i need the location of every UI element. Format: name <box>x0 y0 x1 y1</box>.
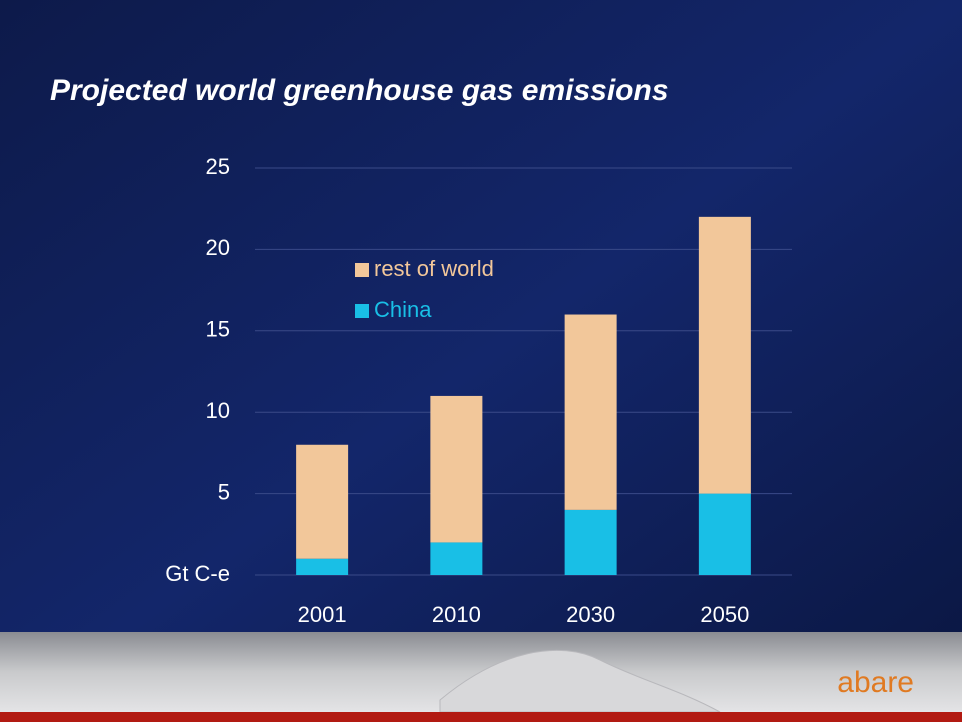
footer-ornament <box>439 649 721 713</box>
legend-label: China <box>374 297 432 322</box>
bar-segment <box>430 395 483 543</box>
legend-swatch <box>355 263 369 277</box>
y-tick-label: 10 <box>206 398 230 423</box>
y-tick-label: Gt C-e <box>165 561 230 586</box>
bar-segment <box>296 444 349 559</box>
bar-segment <box>698 216 751 494</box>
bar-segment <box>698 493 751 575</box>
bar-segment <box>430 542 483 575</box>
x-tick-label: 2050 <box>700 602 749 627</box>
legend-swatch <box>355 304 369 318</box>
x-tick-label: 2010 <box>432 602 481 627</box>
logo: abare <box>837 666 914 699</box>
bar-segment <box>564 509 617 575</box>
bar-segment <box>564 314 617 510</box>
chart-title: Projected world greenhouse gas emissions <box>50 74 669 107</box>
legend-label: rest of world <box>374 256 494 281</box>
footer-stripe <box>0 712 962 722</box>
x-tick-label: 2030 <box>566 602 615 627</box>
y-tick-label: 15 <box>206 317 230 342</box>
x-tick-label: 2001 <box>298 602 347 627</box>
y-tick-label: 5 <box>218 479 230 504</box>
bar-segment <box>296 558 349 575</box>
y-tick-label: 25 <box>206 154 230 179</box>
y-tick-label: 20 <box>206 235 230 260</box>
